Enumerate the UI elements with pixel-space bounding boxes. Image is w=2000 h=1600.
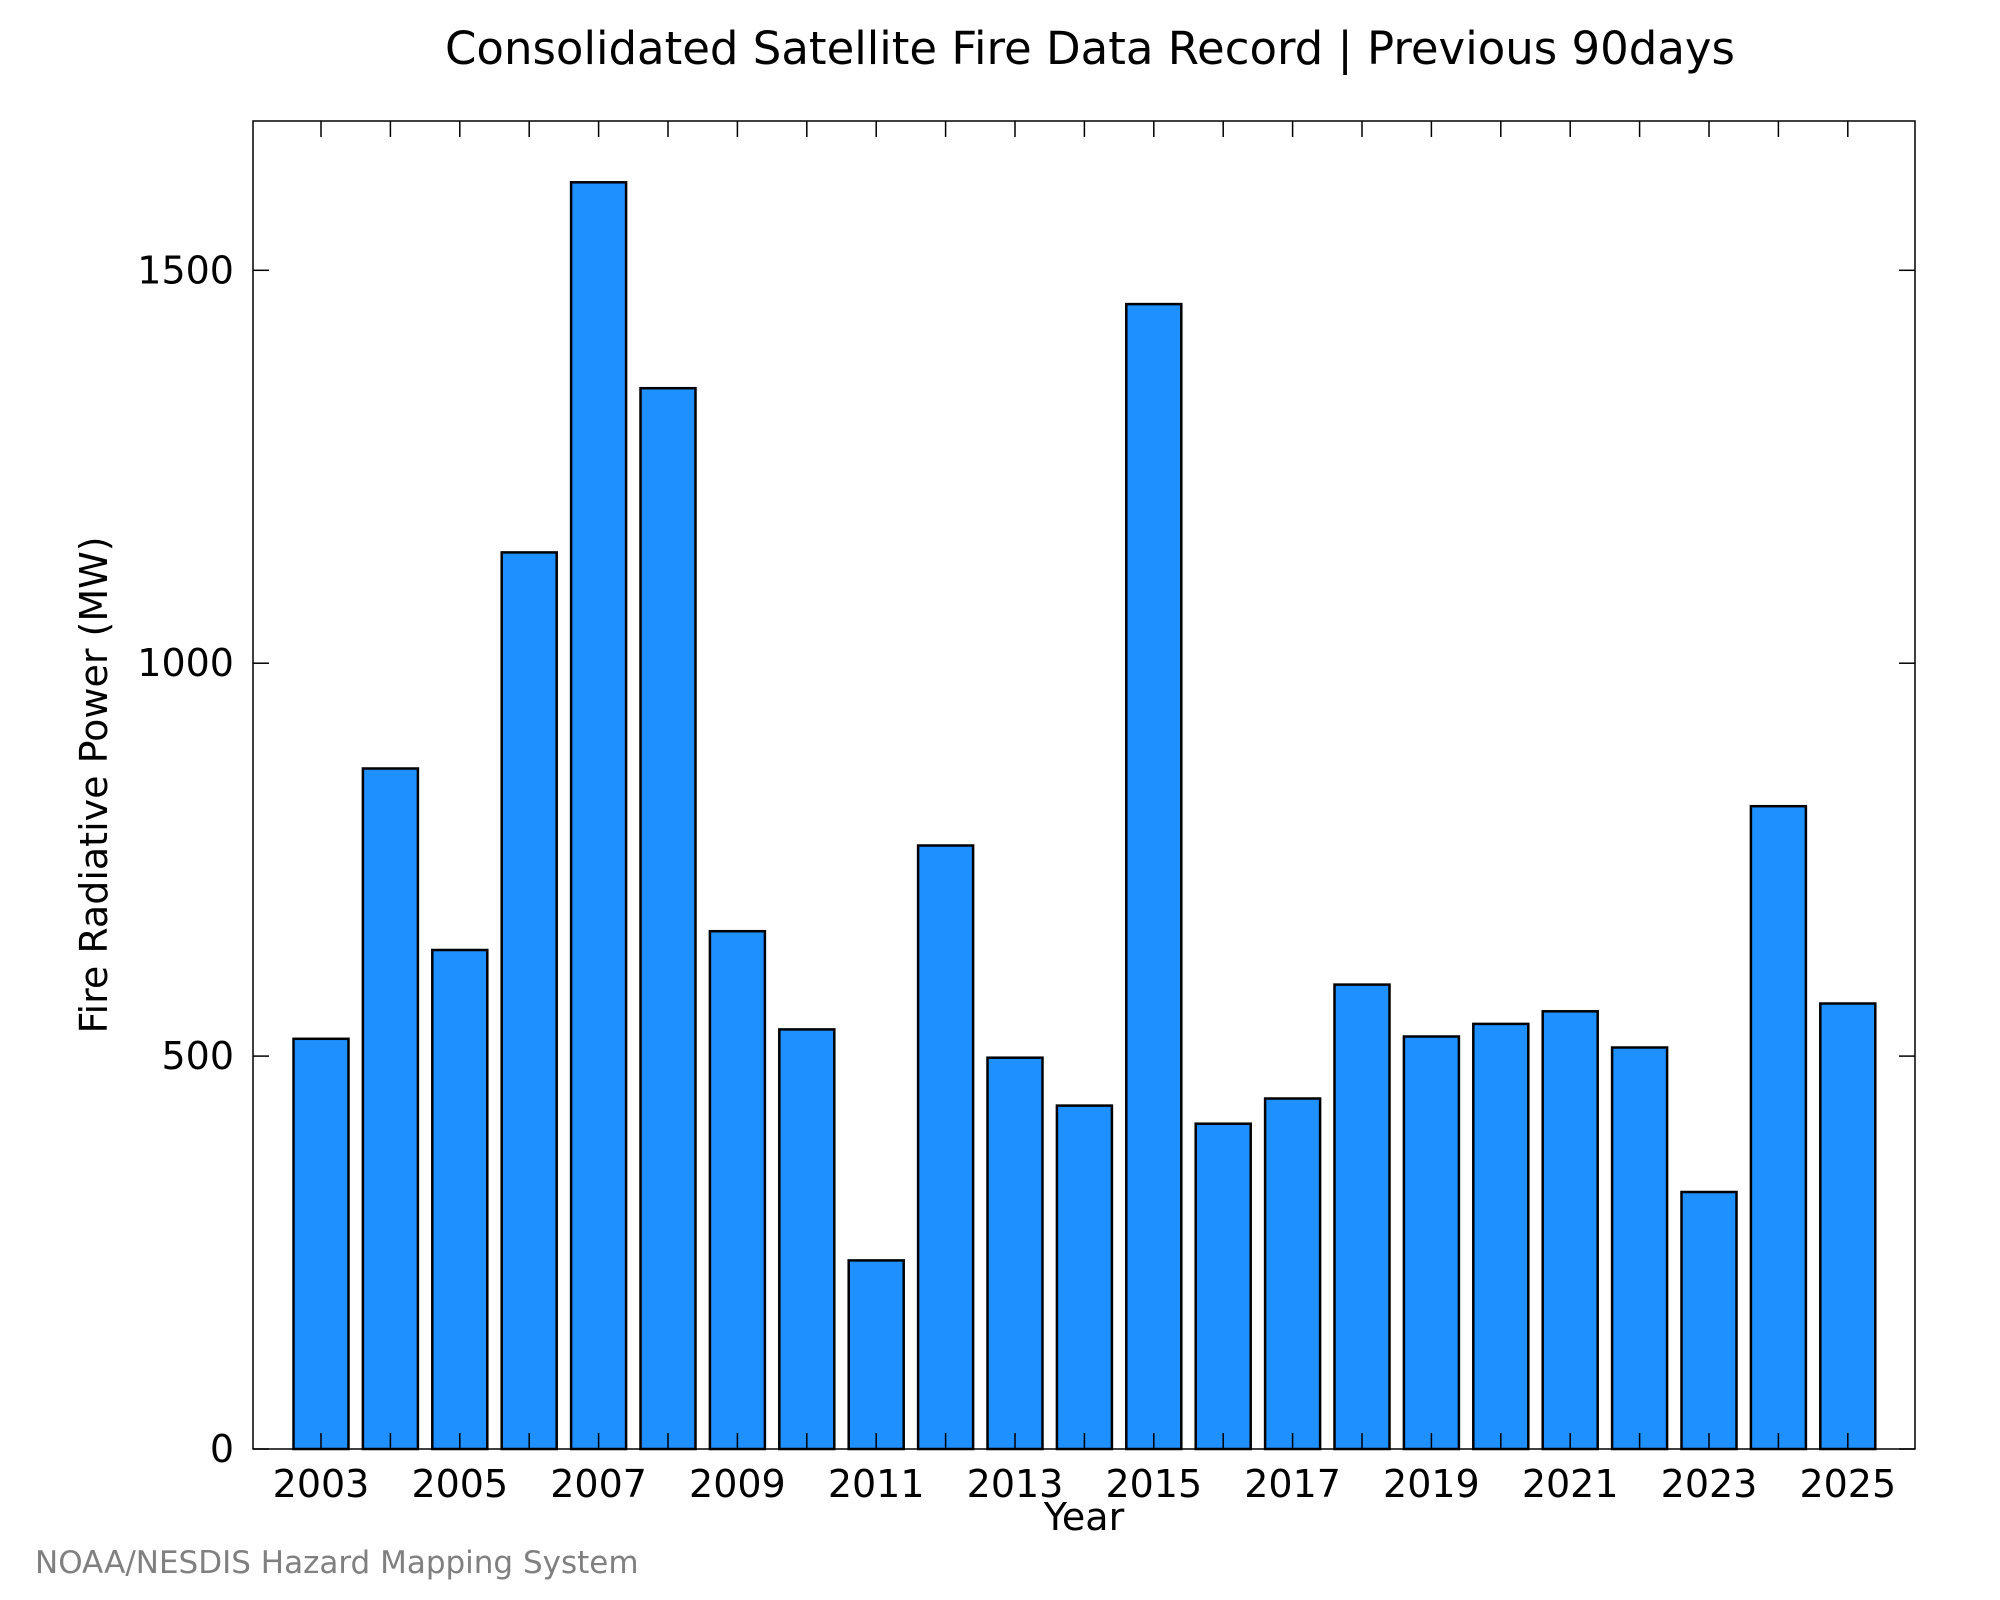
bar-2018 xyxy=(1333,983,1391,1451)
y-tick-label: 1000 xyxy=(137,641,234,685)
x-tick-label: 2009 xyxy=(689,1462,786,1506)
x-tick-label: 2021 xyxy=(1522,1462,1619,1506)
chart-title: Consolidated Satellite Fire Data Record … xyxy=(445,22,1735,75)
bars-group xyxy=(292,181,1877,1451)
ticks-group: 2003 2005 2007 2009 2011 2013 2015 2017 2019 2021… xyxy=(137,121,1915,1506)
bar-2010 xyxy=(778,1028,836,1451)
bar-2003 xyxy=(292,1037,350,1451)
bar-2013 xyxy=(986,1056,1044,1451)
bar-2009 xyxy=(708,929,767,1451)
x-tick-label: 2005 xyxy=(411,1462,508,1506)
credit-text: NOAA/NESDIS Hazard Mapping System xyxy=(35,1545,639,1581)
bar-2016 xyxy=(1194,1122,1252,1451)
bar-2011 xyxy=(847,1259,905,1451)
x-tick-label: 2025 xyxy=(1799,1462,1896,1506)
y-tick-label: 500 xyxy=(161,1034,234,1078)
x-tick-label: 2011 xyxy=(828,1462,925,1506)
bar-2024 xyxy=(1749,804,1808,1451)
x-axis-label: Year xyxy=(1043,1495,1125,1539)
bar-2006 xyxy=(500,551,558,1451)
bar-2023 xyxy=(1680,1190,1738,1451)
bar-2008 xyxy=(639,386,697,1451)
x-tick-label: 2013 xyxy=(967,1462,1064,1506)
bar-2007 xyxy=(569,181,628,1451)
x-tick-label: 2007 xyxy=(550,1462,647,1506)
bar-2017 xyxy=(1263,1097,1322,1451)
y-tick-label: 0 xyxy=(210,1427,234,1471)
bar-2005 xyxy=(431,948,489,1451)
bar-2020 xyxy=(1472,1022,1530,1451)
y-tick-label: 1500 xyxy=(137,248,234,292)
bar-2022 xyxy=(1610,1046,1669,1451)
bar-2004 xyxy=(361,767,420,1451)
x-tick-label: 2023 xyxy=(1661,1462,1758,1506)
x-tick-label: 2015 xyxy=(1105,1462,1202,1506)
bar-2019 xyxy=(1402,1035,1461,1451)
x-tick-label: 2019 xyxy=(1383,1462,1480,1506)
x-tick-label: 2017 xyxy=(1244,1462,1341,1506)
bar-2015 xyxy=(1125,302,1183,1451)
bar-2021 xyxy=(1541,1010,1599,1451)
bar-2014 xyxy=(1055,1104,1114,1451)
y-axis-label: Fire Radiative Power (MW) xyxy=(72,536,116,1033)
bar-2025 xyxy=(1819,1002,1877,1451)
bar-2012 xyxy=(916,844,975,1451)
x-tick-label: 2003 xyxy=(273,1462,370,1506)
